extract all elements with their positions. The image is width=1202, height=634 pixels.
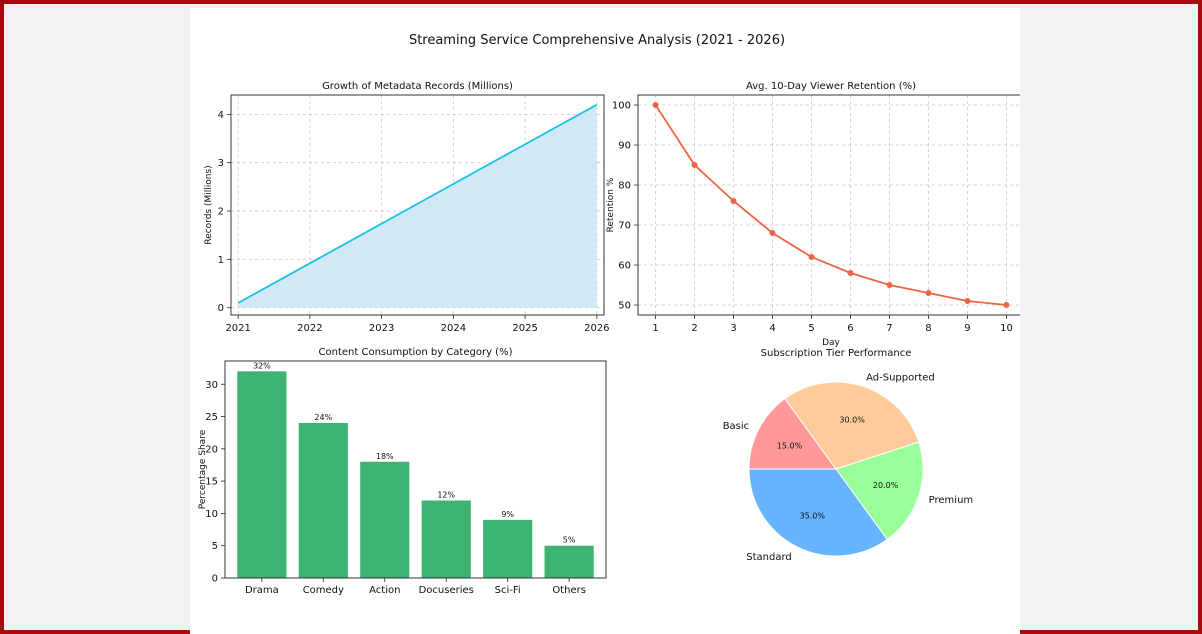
x-axis-label: Day [822,338,840,348]
bar-value-label: 12% [437,491,455,500]
plot-frame [230,94,605,316]
bar-value-label: 24% [314,413,332,422]
y-axis-label: Retention % [606,177,616,232]
y-tick-label: 15 [205,477,218,488]
bar-value-label: 32% [253,361,271,370]
pie-chart: Subscription Tier Performance 15.0% Basic 3… [723,348,973,563]
y-tick-label: 0 [218,303,224,314]
y-tick-label: 25 [205,412,218,423]
data-point [1003,302,1010,308]
x-tick-label: Sci-Fi [495,585,521,596]
data-point [691,162,698,168]
bar [544,545,594,578]
pie-slice [784,381,920,470]
y-tick-label: 5 [212,541,218,552]
data-point [964,298,971,304]
x-tick-label: 2022 [297,323,322,334]
y-tick-label: 10 [205,509,218,520]
pie-slice [835,441,924,541]
plot-frame [224,360,607,579]
x-tick-label: 5 [808,323,814,334]
area-fill [238,104,597,308]
y-tick-label: 60 [618,261,631,272]
x-tick-label: Comedy [303,585,344,596]
data-point [769,230,776,236]
y-axis-label: Percentage Share [198,429,208,509]
x-tick-label: 2023 [369,323,394,334]
x-tick-label: 2021 [225,323,250,334]
bar [483,519,533,578]
y-tick-label: 100 [612,101,631,112]
series-line [654,104,1007,306]
pie-slice [748,397,837,470]
bar-chart-title: Content Consumption by Category (%) [319,347,513,358]
data-point [925,290,932,296]
bar [360,461,410,578]
pie-slice [748,468,888,557]
y-tick-label: 90 [618,141,631,152]
y-tick-label: 80 [618,181,631,192]
bar [237,371,287,578]
y-tick-label: 3 [218,158,224,169]
area-chart-title: Growth of Metadata Records (Millions) [322,81,513,92]
data-point [886,282,893,288]
data-point [730,198,737,204]
x-tick-label: Others [552,585,586,596]
pie-category-label: Basic [723,421,749,432]
plot-frame [637,94,1020,316]
y-tick-label: 70 [618,221,631,232]
data-point [808,254,815,260]
series-line [237,103,598,304]
data-point [847,270,854,276]
x-tick-label: 1 [652,323,658,334]
x-tick-label: Action [369,585,400,596]
bar-chart: Content Consumption by Category (%) 32% 24… [198,347,607,596]
bar [421,500,471,578]
x-tick-label: 4 [769,323,775,334]
pie-chart-title: Subscription Tier Performance [761,348,912,359]
bar [298,423,348,578]
y-tick-label: 2 [218,207,224,218]
y-tick-label: 50 [618,301,631,312]
bar-value-label: 5% [563,536,576,545]
figure-title: Streaming Service Comprehensive Analysis… [409,33,785,48]
figure-svg: Streaming Service Comprehensive Analysis… [198,33,1020,596]
pie-percent-label: 15.0% [777,441,803,450]
pie-percent-label: 20.0% [873,481,899,490]
x-tick-label: 6 [847,323,853,334]
x-tick-label: 2024 [441,323,466,334]
area-chart: Growth of Metadata Records (Millions)202… [204,81,610,334]
x-tick-label: 8 [925,323,931,334]
x-tick-label: Drama [245,585,279,596]
line-chart-title: Avg. 10-Day Viewer Retention (%) [746,81,916,92]
x-tick-label: Docuseries [419,585,474,596]
x-tick-label: 3 [730,323,736,334]
y-tick-label: 1 [218,255,224,266]
x-tick-label: 7 [886,323,892,334]
y-axis-label: Records (Millions) [204,165,214,244]
data-point [652,102,659,108]
bar-value-label: 18% [376,452,394,461]
y-tick-label: 30 [205,380,218,391]
pie-percent-label: 30.0% [839,415,865,424]
x-tick-label: 2026 [584,323,609,334]
pie-category-label: Premium [929,495,974,506]
x-tick-label: 9 [964,323,970,334]
line-chart: Avg. 10-Day Viewer Retention (%) 1 2 3 4 5 6 7 8… [606,81,1020,348]
pie-percent-label: 35.0% [800,512,826,521]
bar-value-label: 9% [501,510,514,519]
pie-category-label: Standard [746,552,792,563]
x-tick-label: 2 [691,323,697,334]
y-tick-label: 4 [218,110,224,121]
y-tick-label: 20 [205,444,218,455]
x-tick-label: 10 [1000,323,1013,334]
y-tick-label: 0 [212,574,218,585]
pie-category-label: Ad-Supported [866,372,935,383]
figure-canvas: Streaming Service Comprehensive Analysis… [190,8,1020,634]
x-tick-label: 2025 [512,323,537,334]
